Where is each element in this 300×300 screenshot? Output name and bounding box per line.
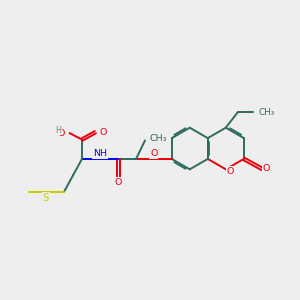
Text: CH₃: CH₃ [259, 108, 275, 117]
Text: O: O [150, 149, 158, 158]
Text: O: O [263, 164, 270, 173]
Text: H: H [55, 126, 61, 135]
Text: CH₃: CH₃ [149, 134, 167, 142]
Text: O: O [100, 128, 107, 137]
Text: NH: NH [93, 149, 107, 158]
Text: S: S [43, 193, 49, 202]
Text: O: O [226, 167, 234, 176]
Text: O: O [115, 178, 122, 187]
Text: O: O [58, 129, 65, 138]
